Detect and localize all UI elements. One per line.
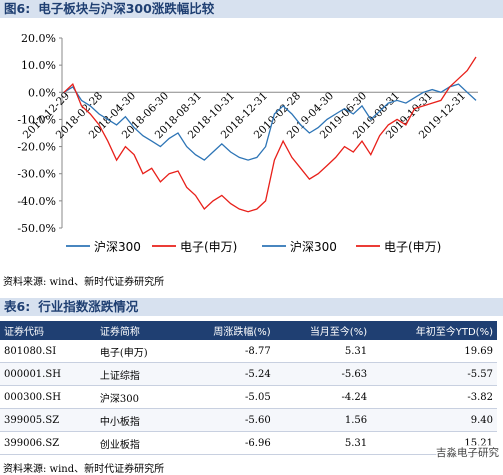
y-tick-label: -30.0% bbox=[17, 168, 56, 181]
cell-mtd: -4.24 bbox=[274, 385, 372, 409]
cell-mtd: 1.56 bbox=[274, 408, 372, 432]
cell-weekly: -6.96 bbox=[178, 431, 275, 455]
cell-code: 000001.SH bbox=[0, 362, 96, 386]
y-tick-label: -40.0% bbox=[17, 195, 56, 208]
table-row: 801080.SI 电子(申万) -8.77 5.31 19.69 bbox=[0, 340, 497, 363]
figure-label: 图6: bbox=[4, 1, 31, 16]
y-tick-label: -20.0% bbox=[17, 141, 56, 154]
y-tick-label: -50.0% bbox=[17, 222, 56, 235]
table-row: 399005.SZ 中小板指 -5.60 1.56 9.40 bbox=[0, 408, 497, 432]
table-title: 表6: 行业指数涨跌情况 bbox=[0, 298, 503, 316]
y-tick-label: 0.0% bbox=[28, 86, 56, 99]
cell-code: 000300.SH bbox=[0, 385, 96, 409]
cell-name: 上证综指 bbox=[95, 362, 179, 386]
table-label: 表6: bbox=[4, 299, 31, 314]
cell-ytd: 9.40 bbox=[371, 408, 497, 432]
cell-weekly: -5.24 bbox=[178, 362, 275, 386]
series-line-electronics bbox=[63, 56, 477, 213]
cell-name: 中小板指 bbox=[95, 408, 179, 432]
cell-name: 沪深300 bbox=[95, 385, 179, 409]
col-header-weekly: 周涨跌幅(%) bbox=[178, 321, 275, 340]
col-header-ytd: 年初至今YTD(%) bbox=[371, 321, 497, 340]
table-row: 399006.SZ 创业板指 -6.96 5.31 15.21 bbox=[0, 431, 497, 455]
table-row: 000001.SH 上证综指 -5.24 -5.63 -5.57 bbox=[0, 362, 497, 386]
index-performance-table: 证券代码 证券简称 周涨跌幅(%) 当月至今(%) 年初至今YTD(%) 801… bbox=[0, 321, 497, 455]
legend-entry: 电子(申万) bbox=[180, 240, 237, 254]
figure-title-text: 电子板块与沪深300涨跌幅比较 bbox=[38, 1, 215, 16]
figure-title: 图6: 电子板块与沪深300涨跌幅比较 bbox=[0, 0, 503, 18]
col-header-name: 证券简称 bbox=[95, 321, 179, 340]
cell-weekly: -5.05 bbox=[178, 385, 275, 409]
cell-mtd: 5.31 bbox=[274, 340, 372, 363]
y-tick-label: -10.0% bbox=[17, 113, 56, 126]
line-chart: 20.0% 10.0% 0.0% -10.0% -20.0% -30.0% -40.0% -5… bbox=[17, 32, 478, 254]
cell-mtd: -5.63 bbox=[274, 362, 372, 386]
col-header-mtd: 当月至今(%) bbox=[274, 321, 372, 340]
table-row: 000300.SH 沪深300 -5.05 -4.24 -3.82 bbox=[0, 385, 497, 409]
cell-code: 801080.SI bbox=[0, 340, 96, 363]
cell-name: 电子(申万) bbox=[95, 340, 179, 363]
series-line-hs300 bbox=[63, 83, 477, 161]
cell-code: 399005.SZ bbox=[0, 408, 96, 432]
cell-weekly: -5.60 bbox=[178, 408, 275, 432]
cell-code: 399006.SZ bbox=[0, 431, 96, 455]
y-tick-label: 20.0% bbox=[21, 32, 56, 45]
legend-entry: 沪深300 bbox=[94, 240, 141, 254]
cell-ytd: -5.57 bbox=[371, 362, 497, 386]
col-header-code: 证券代码 bbox=[0, 321, 96, 340]
cell-ytd: -3.82 bbox=[371, 385, 497, 409]
watermark: 吉淼电子研究 bbox=[436, 445, 499, 460]
table-title-text: 行业指数涨跌情况 bbox=[38, 299, 139, 314]
table-source: 资料来源: wind、新时代证券研究所 bbox=[3, 464, 165, 475]
legend-entry: 电子(申万) bbox=[384, 240, 441, 254]
y-tick-label: 10.0% bbox=[21, 59, 56, 72]
table-header-row: 证券代码 证券简称 周涨跌幅(%) 当月至今(%) 年初至今YTD(%) bbox=[0, 321, 497, 340]
chart-source: 资料来源: wind、新时代证券研究所 bbox=[3, 277, 165, 288]
cell-ytd: 19.69 bbox=[371, 340, 497, 363]
cell-mtd: 5.31 bbox=[274, 431, 372, 455]
cell-name: 创业板指 bbox=[95, 431, 179, 455]
cell-weekly: -8.77 bbox=[178, 340, 275, 363]
legend-entry: 沪深300 bbox=[290, 240, 337, 254]
